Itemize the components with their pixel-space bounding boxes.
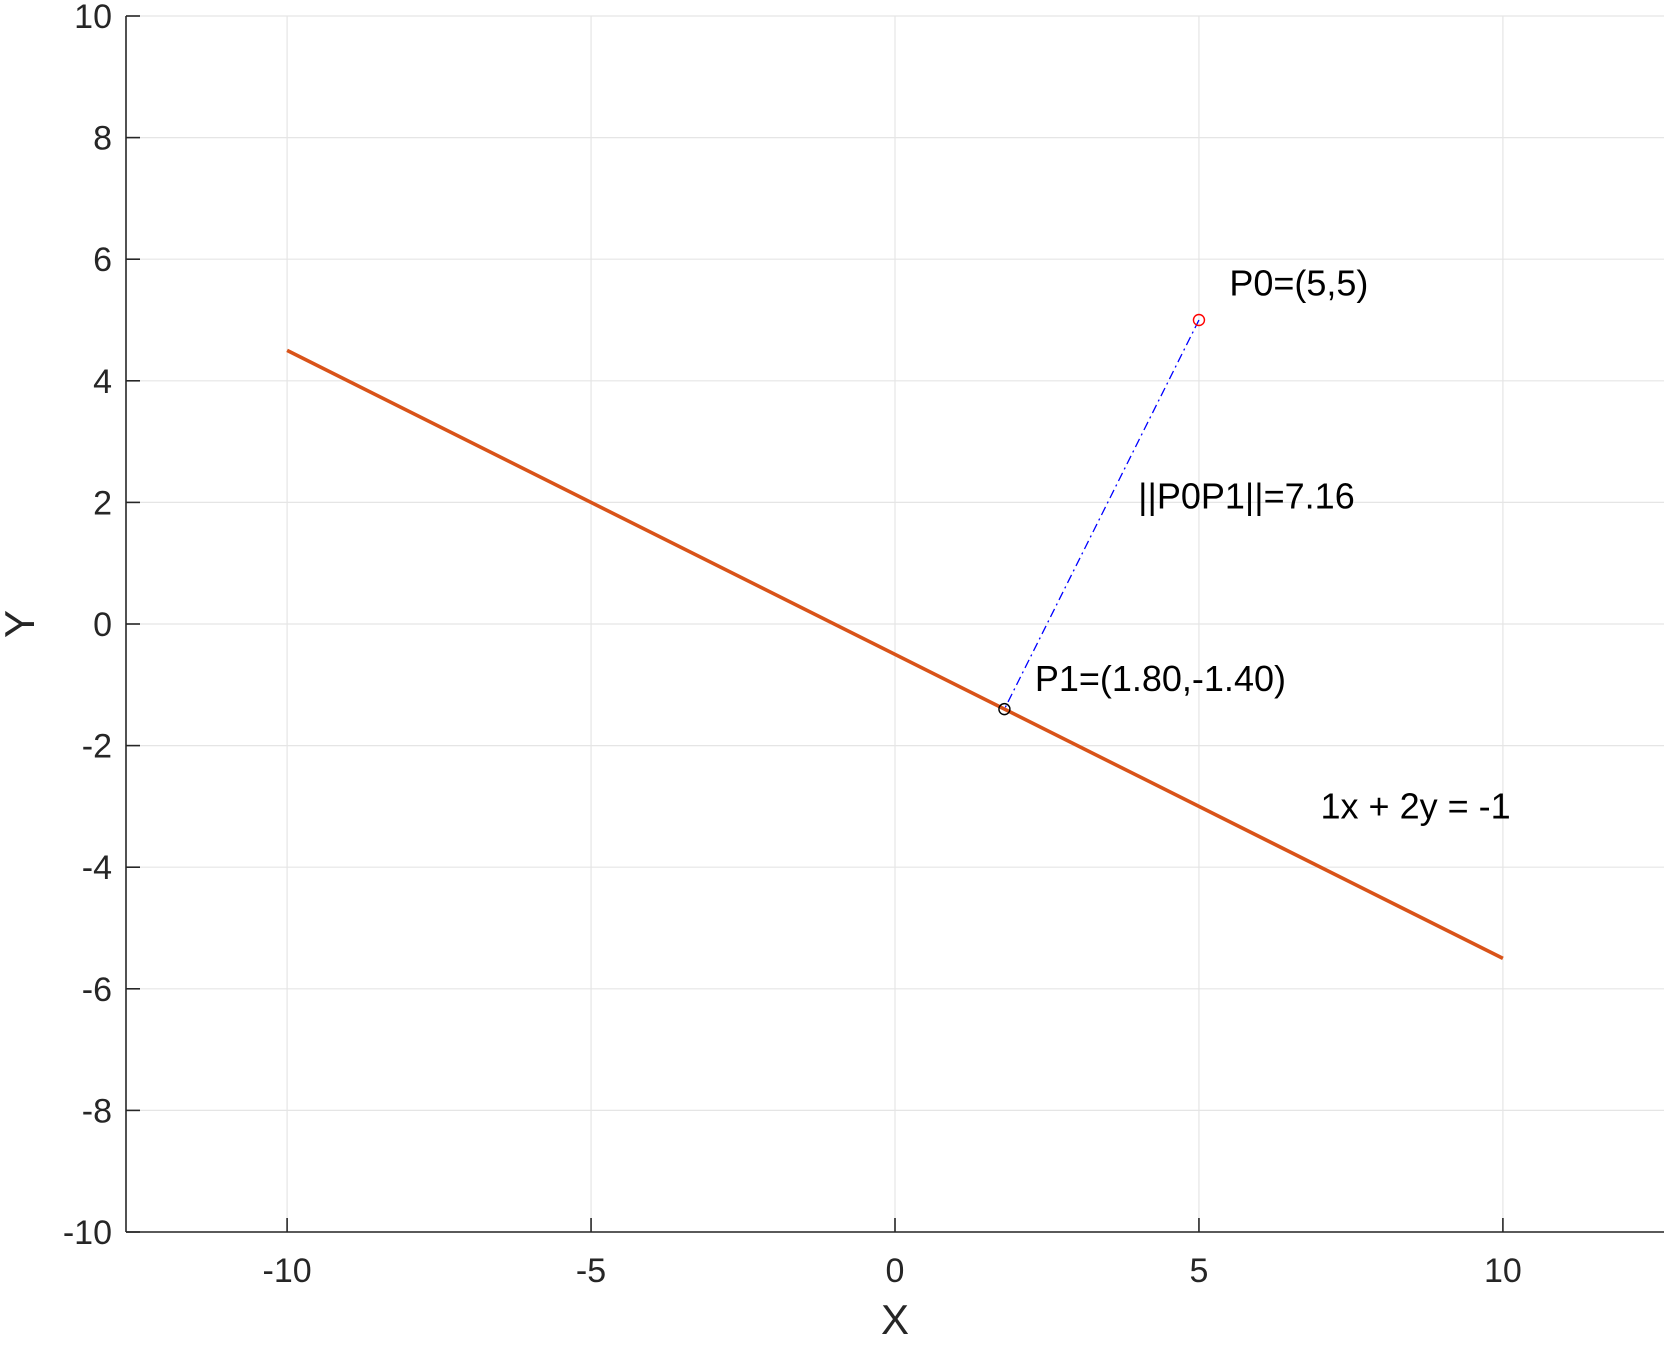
axes: -10 -5 0 5 10 -10 -8 -6 -4 -2 0 2 4 6 8 10 <box>63 0 1664 1290</box>
y-tick-label: 4 <box>93 363 112 401</box>
labels: X Y <box>0 610 909 1343</box>
y-tick-label: 10 <box>74 0 112 36</box>
y-tick-label: -6 <box>82 971 112 1009</box>
x-tick-label: 10 <box>1484 1252 1522 1290</box>
distance-line <box>1003 319 1200 710</box>
y-tick-label: 2 <box>93 484 112 522</box>
annotation-label: ||P0P1||=7.16 <box>1138 475 1355 516</box>
y-tick-label: 0 <box>93 606 112 644</box>
x-tick-label: 5 <box>1189 1252 1208 1290</box>
x-tick-label: -10 <box>263 1252 312 1290</box>
plot-area: P0=(5,5) ||P0P1||=7.16 P1=(1.80,-1.40) 1x +… <box>286 263 1511 961</box>
series-line <box>286 348 1504 961</box>
grid-lines <box>126 15 1664 1233</box>
annotation-label: P0=(5,5) <box>1229 263 1368 304</box>
y-tick-label: -4 <box>82 849 112 887</box>
y-tick-label: -10 <box>63 1214 112 1252</box>
y-tick-label: -2 <box>82 728 112 766</box>
y-tick-label: -8 <box>82 1092 112 1130</box>
annotation-label: 1x + 2y = -1 <box>1321 786 1511 827</box>
point-p1-marker <box>998 702 1011 716</box>
x-tick-label: 0 <box>886 1252 905 1290</box>
y-axis-label: Y <box>0 610 43 638</box>
x-axis-label: X <box>881 1296 909 1343</box>
y-tick-label: 6 <box>93 241 112 279</box>
x-tick-label: -5 <box>576 1252 606 1290</box>
y-tick-label: 8 <box>93 120 112 158</box>
annotation-label: P1=(1.80,-1.40) <box>1035 658 1286 699</box>
point-p0-marker <box>1192 313 1206 327</box>
